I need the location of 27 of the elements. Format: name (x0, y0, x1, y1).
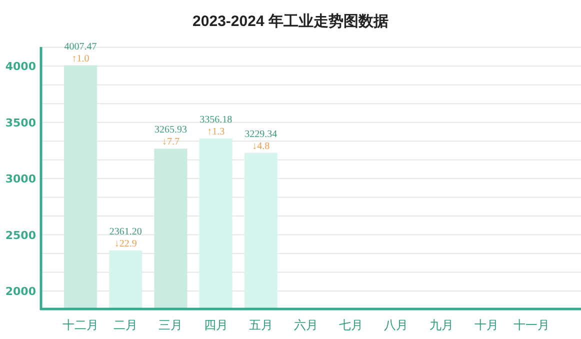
data-label: 2361.20 (109, 226, 142, 238)
x-tick-label: 二月 (114, 318, 138, 332)
data-label: 3356.18 (200, 114, 232, 126)
x-tick-label: 七月 (339, 318, 364, 332)
annotation: ↓7.7 (162, 136, 180, 148)
x-tick-label: 十一月 (513, 318, 550, 332)
annotation: ↓22.9 (114, 238, 137, 250)
y-tick-label: 3000 (5, 172, 36, 186)
x-tick-label: 三月 (158, 318, 183, 332)
x-tick-label: 九月 (429, 318, 454, 332)
x-tick-label: 八月 (384, 318, 408, 332)
data-label: 3229.34 (244, 128, 278, 140)
annotation: ↑1.0 (72, 53, 90, 64)
annotation: ↑1.3 (207, 126, 225, 138)
y-tick-label: 2000 (5, 285, 36, 298)
x-tick-label: 十二月 (62, 318, 99, 332)
x-tick-label: 十月 (474, 318, 498, 332)
y-tick-label: 2500 (5, 228, 36, 242)
y-tick-label: 3500 (5, 116, 36, 130)
x-tick-label: 四月 (204, 318, 228, 332)
data-label: 4007.47 (64, 41, 97, 52)
x-tick-label: 五月 (248, 318, 273, 332)
y-tick-label: 4000 (5, 60, 36, 74)
annotation: ↓4.8 (252, 140, 270, 152)
chart-title: 2023-2024 年工业走势图数据 (192, 13, 388, 30)
x-tick-label: 六月 (294, 318, 318, 332)
data-label: 3265.93 (154, 124, 187, 136)
